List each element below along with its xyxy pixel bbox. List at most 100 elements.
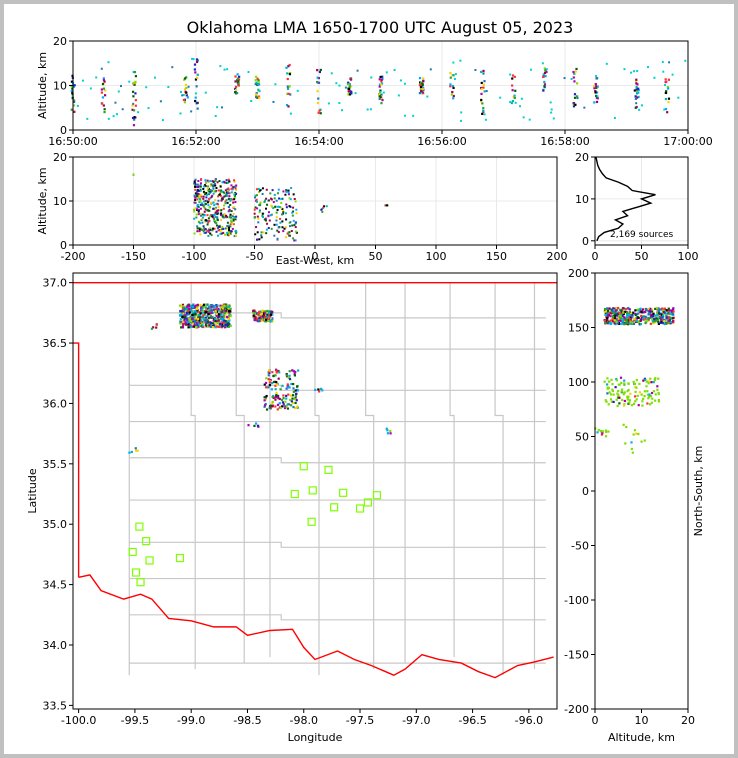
time-altitude-source-point [134, 99, 137, 102]
time-altitude-source-point [131, 116, 135, 120]
north-south-xlabel: Altitude, km [608, 731, 675, 744]
north-south-ylabel: North-South, km [692, 446, 705, 537]
time-altitude-source-point [422, 80, 425, 83]
map-source-point [293, 398, 296, 401]
east-west-source-point [254, 196, 257, 199]
time-altitude-source-point [131, 104, 134, 107]
time-altitude-source-point [132, 124, 136, 127]
north-south-source-point [619, 315, 622, 318]
time-altitude-source-point [378, 78, 381, 81]
east-west-source-point [211, 184, 214, 187]
map-source-point [186, 313, 189, 316]
east-west-source-point [224, 200, 227, 203]
map-source-point [266, 311, 269, 314]
time-altitude-source-point [378, 94, 382, 97]
time-altitude-source-point [666, 111, 669, 114]
map-source-point [259, 310, 262, 313]
lma-station-marker [339, 488, 348, 497]
time-altitude-source-point [418, 76, 422, 80]
east-west-source-point [202, 225, 205, 228]
map-source-point [261, 309, 264, 312]
east-west-source-point [193, 180, 196, 183]
time-altitude-source-point [236, 77, 240, 80]
time-altitude-source-point [356, 69, 359, 72]
east-west-source-point [288, 231, 291, 234]
time-altitude-source-point [187, 85, 190, 88]
east-west-source-point [201, 203, 204, 206]
map-source-point [222, 314, 225, 317]
north-south-source-point [635, 320, 638, 323]
east-west-source-point [193, 217, 196, 220]
time-altitude-source-point [100, 67, 103, 70]
east-west-source-point [206, 223, 209, 226]
map-source-point [205, 325, 208, 328]
time-altitude-source-point [380, 78, 383, 81]
time-altitude-source-point [573, 80, 576, 83]
time-altitude-source-point [633, 89, 636, 92]
altitude-north-south-ytick-label: 0 [582, 485, 589, 498]
north-south-source-point [622, 318, 625, 321]
north-south-source-point [608, 307, 611, 310]
north-south-source-point [627, 395, 630, 398]
time-altitude-source-point [257, 88, 260, 91]
map-source-point [189, 325, 192, 328]
east-west-altitude-xtick-label: 50 [369, 250, 383, 263]
altitude-histogram-ytick-label: 10 [575, 193, 589, 206]
map-source-point [185, 317, 188, 320]
map-source-point [274, 395, 278, 398]
map-source-point [203, 319, 206, 322]
county-line [129, 541, 546, 548]
time-altitude-source-point [348, 87, 351, 91]
north-south-source-point [660, 313, 663, 316]
east-west-source-point [207, 185, 210, 188]
east-west-source-point [227, 231, 230, 234]
east-west-source-point [257, 217, 260, 220]
north-south-source-point [612, 308, 615, 312]
map-source-point [252, 311, 255, 314]
east-west-source-point [218, 179, 221, 182]
map-source-point [214, 310, 217, 313]
north-south-source-point [611, 389, 614, 393]
time-altitude-source-point [350, 90, 353, 93]
time-altitude-source-point [319, 112, 322, 115]
east-west-source-point [223, 192, 226, 195]
east-west-source-point [220, 190, 223, 193]
east-west-source-point [226, 201, 229, 204]
east-west-source-point [206, 209, 209, 212]
time-altitude-source-point [285, 103, 289, 107]
altitude-north-south-ytick-label: -100 [564, 594, 589, 607]
east-west-source-point [234, 201, 237, 204]
east-west-source-point [235, 184, 238, 187]
east-west-source-point [227, 187, 230, 190]
north-south-source-point [604, 310, 607, 314]
north-south-source-point [626, 319, 630, 322]
lma-station-marker [142, 537, 151, 546]
north-south-source-point [665, 309, 668, 312]
time-altitude-source-point [76, 104, 79, 107]
altitude-north-south-panel: 0 10 20-200-150-100-50050100150200Altitude… [564, 267, 705, 744]
map-source-point [204, 303, 207, 306]
east-west-source-point [229, 223, 232, 226]
north-south-source-point [658, 312, 661, 315]
map-source-point [213, 318, 216, 321]
north-south-source-point [643, 310, 646, 314]
north-south-source-point [626, 323, 630, 326]
north-south-source-point [631, 321, 634, 324]
east-west-source-point [280, 197, 283, 200]
time-altitude-source-point [381, 99, 384, 102]
east-west-source-point [204, 219, 207, 222]
map-source-point [198, 316, 202, 319]
time-altitude-source-point [449, 85, 452, 88]
map-source-point [182, 311, 185, 314]
east-west-source-point [199, 198, 202, 201]
east-west-source-point [194, 188, 197, 191]
north-south-source-point [623, 391, 626, 394]
time-altitude-source-point [257, 95, 261, 98]
map-source-point [263, 318, 266, 321]
map-source-point [275, 391, 278, 395]
map-source-point [193, 321, 196, 324]
east-west-source-point [385, 204, 388, 207]
map-source-point [278, 402, 281, 405]
lma-station-marker [307, 517, 316, 526]
east-west-source-point [255, 200, 258, 203]
